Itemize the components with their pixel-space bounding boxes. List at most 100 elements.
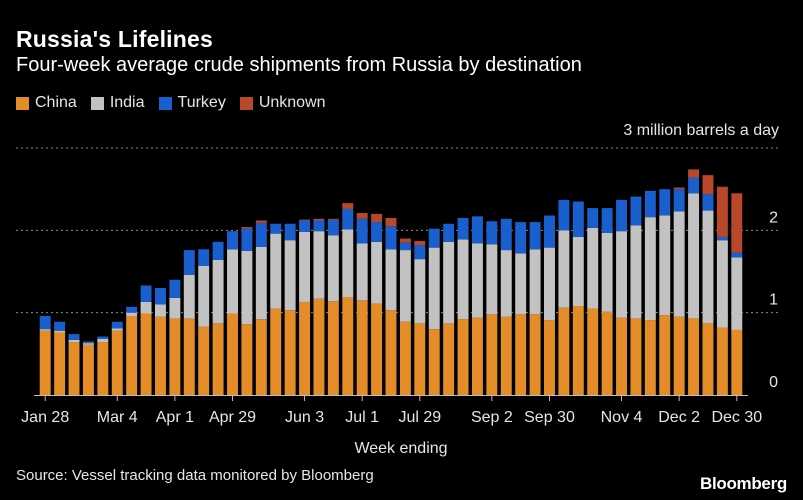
bar-turkey xyxy=(183,250,195,275)
bar-china xyxy=(169,318,181,395)
bar-china xyxy=(255,319,267,395)
bar-unknown xyxy=(702,175,714,195)
legend-swatch-unknown xyxy=(239,96,253,110)
bar-turkey xyxy=(39,315,51,330)
bar-unknown xyxy=(356,213,368,219)
bar-india xyxy=(212,259,224,324)
bar-india xyxy=(154,304,166,317)
bar-india xyxy=(587,227,599,309)
bar-india xyxy=(601,232,613,312)
bar-turkey xyxy=(644,190,656,218)
bar-india xyxy=(500,250,512,317)
bar-china xyxy=(154,316,166,395)
bar-india xyxy=(385,249,397,311)
bar-india xyxy=(97,339,109,343)
bar-turkey xyxy=(270,223,282,234)
bar-turkey xyxy=(457,217,469,240)
y-tick-label: 2 xyxy=(769,209,778,226)
bar-china xyxy=(198,326,210,395)
bar-turkey xyxy=(241,228,253,251)
bar-turkey xyxy=(500,218,512,251)
x-axis-title: Week ending xyxy=(354,440,447,457)
bar-india xyxy=(644,217,656,321)
x-tick-label: Sep 30 xyxy=(524,409,575,426)
bar-china xyxy=(39,330,51,395)
legend-label-turkey: Turkey xyxy=(177,94,226,111)
bar-india xyxy=(111,328,123,331)
bar-india xyxy=(544,247,555,321)
bar-turkey xyxy=(154,287,166,305)
bar-india xyxy=(227,249,238,314)
bloomberg-logo: Bloomberg xyxy=(699,474,787,493)
bar-turkey xyxy=(342,208,354,230)
bar-india xyxy=(299,231,311,302)
legend-swatch-turkey xyxy=(158,96,172,110)
bar-china xyxy=(673,316,685,395)
bar-china xyxy=(572,306,584,395)
bar-china xyxy=(227,313,238,395)
bar-turkey xyxy=(198,249,210,266)
bar-india xyxy=(140,301,152,314)
bar-india xyxy=(414,259,426,324)
bar-turkey xyxy=(313,220,325,232)
bar-india xyxy=(731,257,743,330)
bar-turkey xyxy=(54,321,66,331)
bar-china xyxy=(630,318,642,395)
bar-turkey xyxy=(82,341,94,344)
legend-label-unknown: Unknown xyxy=(258,94,326,111)
bar-turkey xyxy=(659,189,671,216)
bar-turkey xyxy=(601,208,613,233)
bar-china xyxy=(399,321,411,395)
bar-india xyxy=(68,339,80,343)
bar-india xyxy=(616,231,628,318)
bar-india xyxy=(428,247,440,330)
bar-china xyxy=(616,317,628,395)
x-tick-label: Dec 2 xyxy=(658,409,700,426)
bar-turkey xyxy=(169,279,181,298)
bar-india xyxy=(126,312,138,316)
bar-china xyxy=(68,342,80,395)
bar-turkey xyxy=(140,285,152,302)
bar-turkey xyxy=(227,231,238,250)
bar-china xyxy=(587,308,599,395)
bar-india xyxy=(39,329,51,331)
bar-india xyxy=(342,229,354,298)
bar-india xyxy=(54,330,66,333)
bar-china xyxy=(688,318,700,395)
x-tick-label: Mar 4 xyxy=(97,409,138,426)
bar-turkey xyxy=(399,242,411,251)
bar-india xyxy=(572,236,584,307)
bar-china xyxy=(486,314,498,395)
bar-china xyxy=(342,297,354,395)
legend-item-unknown: Unknown xyxy=(239,94,326,112)
y-tick-label: 0 xyxy=(769,374,778,391)
bar-turkey xyxy=(126,306,138,313)
legend-label-china: China xyxy=(35,94,77,111)
bar-china xyxy=(270,308,282,395)
bar-india xyxy=(515,253,527,315)
bar-unknown xyxy=(716,186,728,237)
bar-china xyxy=(659,315,671,395)
bar-turkey xyxy=(515,222,527,254)
bar-china xyxy=(313,298,325,395)
bar-china xyxy=(601,311,613,395)
bar-china xyxy=(529,314,541,395)
bar-turkey xyxy=(673,189,685,212)
bar-turkey xyxy=(630,196,642,226)
x-tick-label: Jul 1 xyxy=(345,409,379,426)
bar-china xyxy=(515,314,527,395)
bar-india xyxy=(399,250,411,322)
bar-turkey xyxy=(97,336,109,340)
bar-china xyxy=(385,310,397,395)
legend: China India Turkey Unknown xyxy=(16,94,326,112)
bar-turkey xyxy=(371,222,383,242)
bar-india xyxy=(82,343,94,345)
bar-unknown xyxy=(313,218,325,221)
bar-china xyxy=(731,329,743,395)
bar-china xyxy=(140,313,152,395)
bar-india xyxy=(673,211,685,317)
bar-turkey xyxy=(471,216,483,244)
bar-turkey xyxy=(428,228,440,248)
bar-india xyxy=(169,297,181,319)
bar-turkey xyxy=(572,201,584,237)
